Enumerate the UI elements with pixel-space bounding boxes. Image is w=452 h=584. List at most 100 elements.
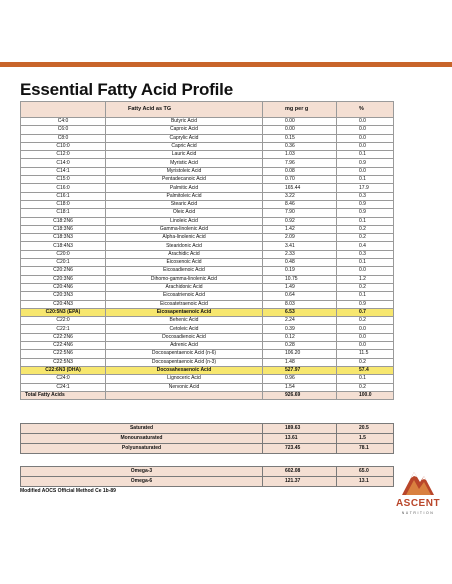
row-code: C18:0 — [20, 199, 106, 210]
row-fatty-acid: Caproic Acid — [105, 125, 263, 135]
row-code: C6:0 — [20, 125, 106, 135]
table-row: C16:1 Palmitoleic Acid 3.22 0.3 — [20, 191, 394, 201]
row-code: C22:5N6 — [20, 349, 106, 359]
row-code: C22:6N3 (DHA) — [20, 365, 106, 376]
row-pct: 17.9 — [336, 183, 394, 193]
summary-mg: 723.45 — [262, 443, 337, 454]
total-pct: 100.0 — [336, 390, 394, 401]
row-fatty-acid: Eicosapentaenoic Acid — [105, 307, 263, 318]
row-fatty-acid: Arachidic Acid — [105, 249, 263, 260]
row-pct: 57.4 — [336, 365, 394, 376]
table-row: C18:0 Stearic Acid 8.46 0.9 — [20, 199, 394, 210]
row-fatty-acid: Nervonic Acid — [105, 382, 263, 392]
row-code: C20:1 — [20, 258, 106, 268]
row-pct: 0.1 — [336, 258, 394, 268]
table-row: C12:0 Lauric Acid 1.03 0.1 — [20, 150, 394, 160]
row-code: C22:0 — [20, 316, 106, 326]
row-fatty-acid: Behenic Acid — [105, 316, 263, 326]
row-pct: 1.2 — [336, 274, 394, 284]
header-percent: % — [336, 101, 394, 118]
row-code: C15:0 — [20, 175, 106, 185]
row-fatty-acid: Adrenic Acid — [105, 340, 263, 351]
row-pct: 0.0 — [336, 166, 394, 177]
table-row: C18:1 Oleic Acid 7.90 0.9 — [20, 208, 394, 218]
logo-wordmark: ASCENT — [395, 498, 441, 509]
page-title: Essential Fatty Acid Profile — [20, 80, 233, 99]
row-fatty-acid: Oleic Acid — [105, 208, 263, 218]
row-code: C24:0 — [20, 374, 106, 384]
row-pct: 0.9 — [336, 208, 394, 218]
summary-pct: 1.5 — [336, 433, 394, 444]
row-fatty-acid: Lauric Acid — [105, 150, 263, 160]
total-row: Total Fatty Acids 926.69 100.0 — [20, 390, 394, 401]
row-mg: 106.20 — [262, 349, 337, 359]
table-row: C20:2N6 Eicosadienoic Acid 0.19 0.0 — [20, 266, 394, 276]
table-row: C14:0 Myristic Acid 7.96 0.9 — [20, 158, 394, 168]
row-pct: 0.0 — [336, 340, 394, 351]
table-row: C15:0 Pentadecanoic Acid 0.70 0.1 — [20, 175, 394, 185]
row-code: C22:5N3 — [20, 357, 106, 367]
row-mg: 2.09 — [262, 233, 337, 243]
row-fatty-acid: Stearic Acid — [105, 199, 263, 210]
row-code: C20:0 — [20, 249, 106, 260]
summary-mg: 121.37 — [262, 476, 337, 487]
row-mg: 1.48 — [262, 357, 337, 367]
row-code: C22:4N6 — [20, 340, 106, 351]
table-row: C20:4N3 Eicosatetraenoic Acid 8.03 0.9 — [20, 299, 394, 309]
row-code: C18:4N3 — [20, 241, 106, 251]
row-pct: 0.1 — [336, 291, 394, 301]
row-mg: 0.64 — [262, 291, 337, 301]
top-accent-bar — [0, 62, 452, 67]
row-code: C22:1 — [20, 324, 106, 334]
table-row: C16:0 Palmitic Acid 165.44 17.9 — [20, 183, 394, 193]
row-mg: 0.28 — [262, 340, 337, 351]
row-pct: 0.0 — [336, 141, 394, 152]
row-fatty-acid: Caprylic Acid — [105, 133, 263, 143]
row-fatty-acid: Docosapentaenoic Acid (n-6) — [105, 349, 263, 359]
row-mg: 0.00 — [262, 125, 337, 135]
summary-label: Omega-6 — [20, 476, 263, 487]
summary-pct: 13.1 — [336, 476, 394, 487]
row-pct: 0.1 — [336, 175, 394, 185]
summary-mg: 189.63 — [262, 423, 337, 434]
row-pct: 0.3 — [336, 191, 394, 201]
row-pct: 0.3 — [336, 249, 394, 260]
omega-row: Omega-6 121.37 13.1 — [20, 476, 394, 487]
row-pct: 0.2 — [336, 382, 394, 392]
summary-label: Monounsaturated — [20, 433, 263, 444]
table-row: C8:0 Caprylic Acid 0.15 0.0 — [20, 133, 394, 143]
row-pct: 0.2 — [336, 357, 394, 367]
table-row: C18:3N3 Alpha-linolenic Acid 2.09 0.2 — [20, 233, 394, 243]
table-row: C22:5N3 Docosapentaenoic Acid (n-3) 1.48 0.… — [20, 357, 394, 367]
row-code: C20:4N6 — [20, 282, 106, 293]
row-fatty-acid: Eicosadienoic Acid — [105, 266, 263, 276]
summary-label: Omega-3 — [20, 466, 263, 477]
row-code: C18:3N3 — [20, 233, 106, 243]
row-mg: 0.36 — [262, 141, 337, 152]
row-mg: 0.96 — [262, 374, 337, 384]
row-mg: 10.75 — [262, 274, 337, 284]
row-fatty-acid: Docosahexaenoic Acid — [105, 365, 263, 376]
row-fatty-acid: Linoleic Acid — [105, 216, 263, 226]
table-header-row: Fatty Acid as TG mg per g % — [20, 101, 394, 118]
row-pct: 0.0 — [336, 133, 394, 143]
saturation-summary-table: Saturated 189.63 20.5 Monounsaturated 13.61 1… — [20, 423, 394, 454]
table-row: C18:2N6 Linoleic Acid 0.92 0.1 — [20, 216, 394, 226]
row-fatty-acid: Eicosenoic Acid — [105, 258, 263, 268]
summary-pct: 78.1 — [336, 443, 394, 454]
row-code: C18:1 — [20, 208, 106, 218]
row-code: C16:1 — [20, 191, 106, 201]
row-fatty-acid: Arachidonic Acid — [105, 282, 263, 293]
total-blank — [105, 390, 263, 401]
saturation-row: Monounsaturated 13.61 1.5 — [20, 433, 394, 444]
row-mg: 8.46 — [262, 199, 337, 210]
row-mg: 0.00 — [262, 116, 337, 127]
summary-label: Polyunsaturated — [20, 443, 263, 454]
summary-mg: 13.61 — [262, 433, 337, 444]
row-pct: 0.0 — [336, 116, 394, 127]
row-pct: 0.0 — [336, 332, 394, 343]
table-row: C22:6N3 (DHA) Docosahexaenoic Acid 527.97 5… — [20, 365, 394, 376]
row-code: C20:5N3 (EPA) — [20, 307, 106, 318]
row-pct: 0.2 — [336, 282, 394, 293]
row-pct: 0.4 — [336, 241, 394, 251]
